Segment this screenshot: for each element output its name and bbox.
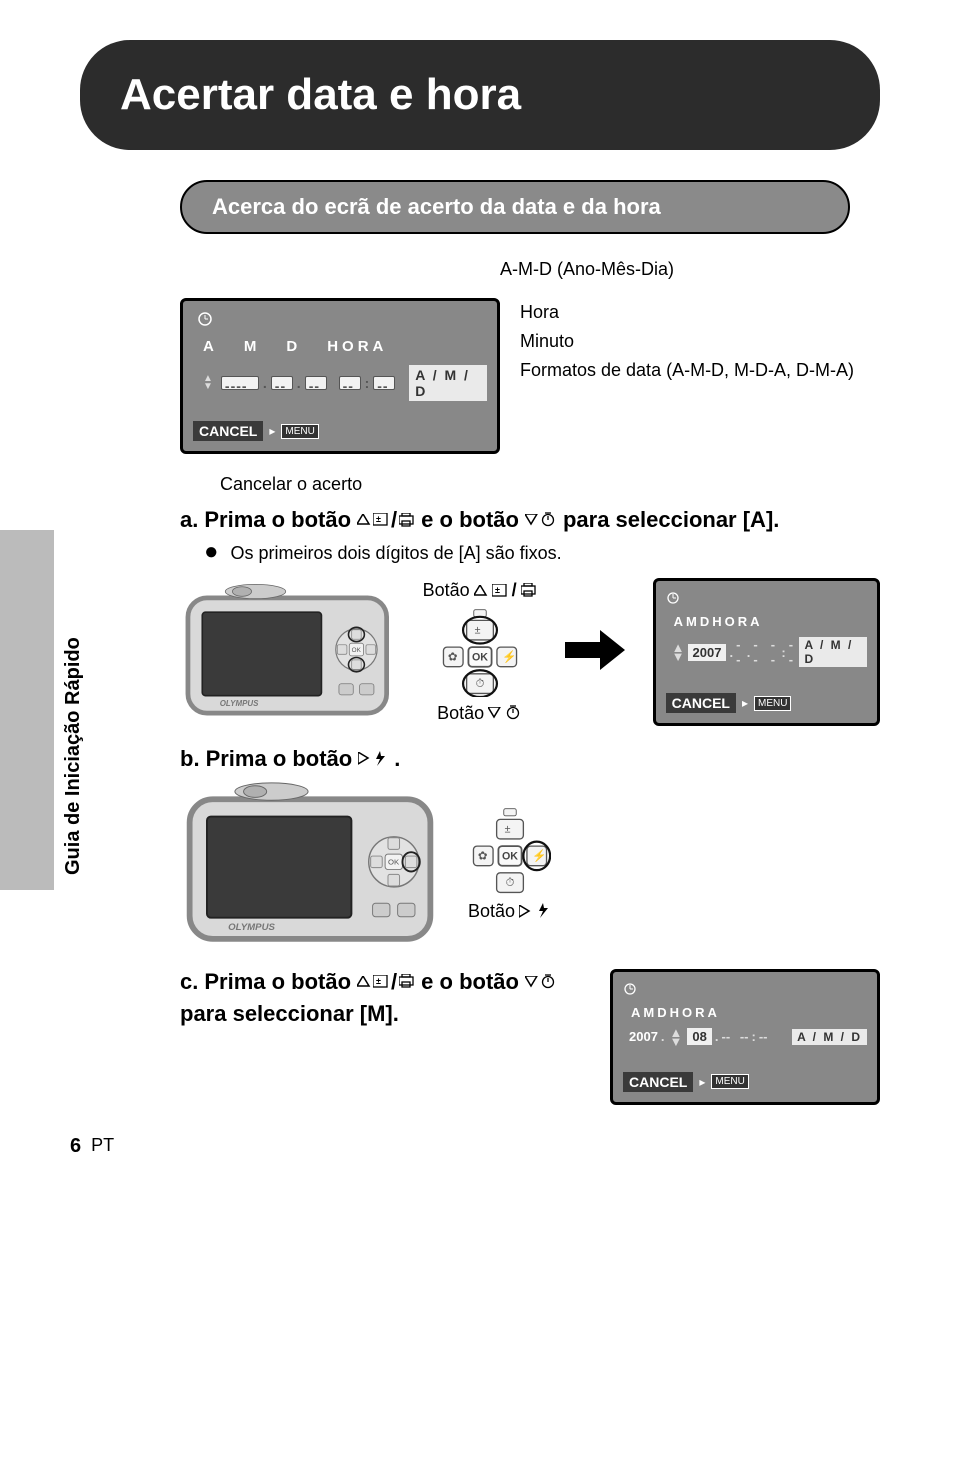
subsection-pill: Acerca do ecrã de acerto da data e da ho… bbox=[180, 180, 850, 234]
section-banner: Acertar data e hora bbox=[80, 40, 880, 150]
year-value: 2007 bbox=[688, 644, 727, 661]
up-exposure-print-icon: / bbox=[357, 969, 415, 995]
step-a: a. Prima o botão / e o botão para selecc… bbox=[180, 507, 880, 726]
updown-arrows-icon: ▲▼ bbox=[670, 1028, 683, 1046]
arrow-icon bbox=[565, 630, 625, 675]
lcd-side-callouts: Hora Minuto Formatos de data (A-M-D, M-D… bbox=[520, 298, 854, 384]
camera-illustration bbox=[180, 780, 440, 949]
button-right-label: Botão bbox=[468, 901, 551, 922]
callout-amd: A-M-D (Ano-Mês-Dia) bbox=[500, 259, 880, 280]
updown-arrows-icon: ▲▼ bbox=[672, 643, 685, 661]
page-number: 6 bbox=[70, 1135, 81, 1158]
button-down-label: Botão bbox=[437, 703, 522, 724]
down-timer-icon bbox=[525, 974, 557, 990]
clock-icon bbox=[666, 591, 680, 605]
dpad-illustration bbox=[469, 806, 551, 895]
step-a-note: ● Os primeiros dois dígitos de [A] são f… bbox=[204, 543, 880, 564]
cancel-indicator: CANCEL bbox=[193, 421, 263, 441]
lcd-diagram-intro: A-M-D (Ano-Mês-Dia) A M D HORA ▲▼ ----. … bbox=[180, 259, 880, 454]
month-value: 08 bbox=[687, 1028, 711, 1045]
button-up-label: Botão / bbox=[423, 580, 537, 601]
side-tab-box bbox=[0, 530, 54, 890]
lcd-headers: A M D HORA bbox=[203, 338, 487, 355]
clock-icon bbox=[623, 982, 637, 996]
lcd-result-a: AMDHORA ▲▼ 2007.--.-- --:-- A / M / D CA… bbox=[653, 578, 880, 726]
side-tab-label: Guia de Iniciação Rápido bbox=[62, 637, 85, 875]
lcd-result-c: AMDHORA 2007. ▲▼ 08.-- --:-- A / M / D C… bbox=[610, 969, 880, 1105]
up-exposure-print-icon: / bbox=[357, 507, 415, 533]
lcd-segments: ▲▼ ----. --. -- --: -- A / M / D bbox=[203, 365, 487, 401]
clock-icon bbox=[197, 311, 213, 327]
down-timer-icon bbox=[525, 512, 557, 528]
section-title: Acertar data e hora bbox=[120, 70, 840, 120]
page-footer: 6 PT bbox=[70, 1135, 880, 1158]
lcd-main: A M D HORA ▲▼ ----. --. -- --: -- A / M … bbox=[180, 298, 500, 454]
menu-indicator: MENU bbox=[281, 424, 318, 439]
page-lang: PT bbox=[91, 1135, 114, 1158]
camera-illustration bbox=[180, 582, 395, 721]
step-b: b. Prima o botão . Botão bbox=[180, 746, 880, 949]
dpad-illustration bbox=[439, 607, 521, 696]
step-c: c. Prima o botão / e o botão para sele bbox=[180, 969, 880, 1105]
callout-cancel: Cancelar o acerto bbox=[220, 474, 880, 495]
right-flash-icon bbox=[358, 751, 388, 768]
lcd-cancel-row: CANCEL ▸ MENU bbox=[193, 421, 487, 441]
